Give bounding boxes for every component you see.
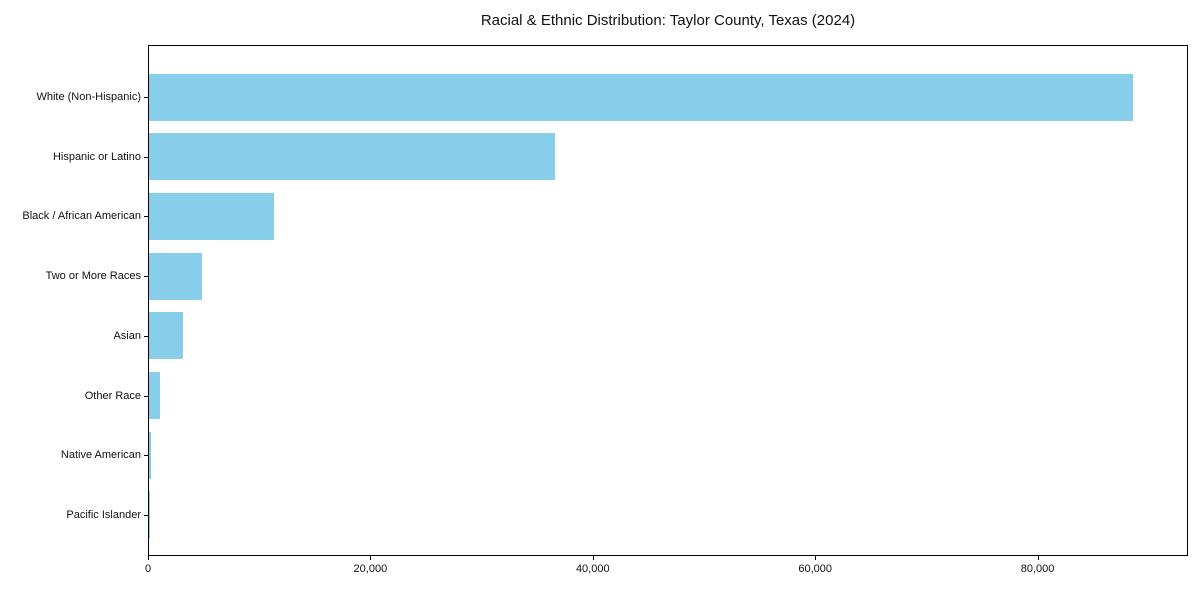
x-tick-label: 40,000 [575, 563, 610, 575]
y-tick-mark [144, 276, 148, 278]
y-axis-label: White (Non-Hispanic) [36, 91, 141, 103]
y-axis-label: Black / African American [22, 210, 141, 223]
x-tick-label: 0 [144, 563, 152, 575]
x-tick-mark [370, 556, 372, 560]
bar [149, 133, 555, 181]
y-tick-mark [144, 97, 148, 98]
x-tick-label: 60,000 [798, 563, 832, 575]
y-axis-label: Other Race [84, 389, 141, 402]
y-axis-label: Pacific Islander [66, 508, 141, 521]
y-axis-label: Two or More Races [45, 270, 141, 283]
y-tick-mark [144, 455, 148, 457]
bar [149, 192, 274, 240]
x-tick-mark [148, 556, 149, 560]
x-tick-mark [815, 556, 817, 560]
x-tick-mark [592, 556, 594, 560]
y-axis-label: Native American [60, 449, 141, 462]
y-tick-mark [144, 216, 148, 218]
bar [149, 312, 184, 360]
chart-title: Racial & Ethnic Distribution: Taylor Cou… [480, 12, 856, 29]
bar [149, 73, 1134, 121]
plot-area [148, 45, 1188, 556]
x-tick-mark [1037, 556, 1039, 560]
bar [149, 431, 151, 479]
y-tick-mark [144, 335, 148, 337]
y-axis-label: Hispanic or Latino [52, 150, 141, 163]
bar [149, 252, 202, 300]
x-tick-label: 20,000 [353, 563, 388, 575]
bar [149, 491, 150, 539]
y-tick-mark [144, 156, 148, 158]
x-tick-label: 80,000 [1020, 563, 1055, 575]
bar [149, 372, 161, 419]
y-axis-label: Asian [113, 329, 141, 342]
y-tick-mark [144, 395, 148, 397]
y-tick-mark [144, 514, 148, 516]
